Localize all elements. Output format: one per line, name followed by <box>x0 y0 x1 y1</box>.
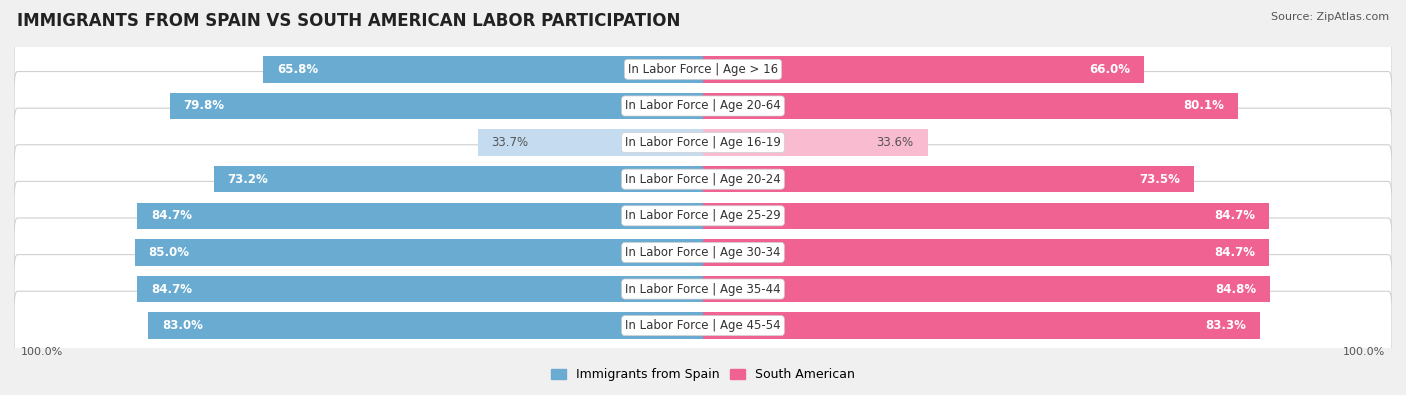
Bar <box>478 130 703 156</box>
Text: Source: ZipAtlas.com: Source: ZipAtlas.com <box>1271 12 1389 22</box>
Text: In Labor Force | Age 20-64: In Labor Force | Age 20-64 <box>626 100 780 113</box>
FancyBboxPatch shape <box>14 291 1392 360</box>
Text: 100.0%: 100.0% <box>21 346 63 357</box>
Bar <box>703 166 1194 192</box>
Text: IMMIGRANTS FROM SPAIN VS SOUTH AMERICAN LABOR PARTICIPATION: IMMIGRANTS FROM SPAIN VS SOUTH AMERICAN … <box>17 12 681 30</box>
Text: 33.7%: 33.7% <box>492 136 529 149</box>
Text: In Labor Force | Age 35-44: In Labor Force | Age 35-44 <box>626 282 780 295</box>
Bar <box>136 276 703 302</box>
Text: 66.0%: 66.0% <box>1090 63 1130 76</box>
Bar <box>703 203 1270 229</box>
Legend: Immigrants from Spain, South American: Immigrants from Spain, South American <box>547 363 859 386</box>
Bar <box>263 56 703 83</box>
FancyBboxPatch shape <box>14 71 1392 140</box>
Text: 100.0%: 100.0% <box>1343 346 1385 357</box>
FancyBboxPatch shape <box>14 108 1392 177</box>
Bar <box>703 312 1260 339</box>
FancyBboxPatch shape <box>14 218 1392 287</box>
Text: In Labor Force | Age 20-24: In Labor Force | Age 20-24 <box>626 173 780 186</box>
Bar <box>703 239 1270 265</box>
Text: 85.0%: 85.0% <box>149 246 190 259</box>
Text: 84.7%: 84.7% <box>1215 246 1256 259</box>
Text: 80.1%: 80.1% <box>1184 100 1225 113</box>
FancyBboxPatch shape <box>14 255 1392 324</box>
Bar <box>703 276 1270 302</box>
Bar <box>149 312 703 339</box>
Bar <box>703 56 1144 83</box>
Text: 84.7%: 84.7% <box>150 209 191 222</box>
Text: 73.2%: 73.2% <box>228 173 269 186</box>
Text: 79.8%: 79.8% <box>184 100 225 113</box>
Text: In Labor Force | Age 30-34: In Labor Force | Age 30-34 <box>626 246 780 259</box>
FancyBboxPatch shape <box>14 145 1392 214</box>
Text: 83.3%: 83.3% <box>1205 319 1246 332</box>
Text: In Labor Force | Age 45-54: In Labor Force | Age 45-54 <box>626 319 780 332</box>
Text: 65.8%: 65.8% <box>277 63 318 76</box>
Bar <box>703 130 928 156</box>
Bar <box>135 239 703 265</box>
Text: 84.8%: 84.8% <box>1215 282 1256 295</box>
Text: 83.0%: 83.0% <box>162 319 202 332</box>
Text: In Labor Force | Age > 16: In Labor Force | Age > 16 <box>628 63 778 76</box>
Text: 84.7%: 84.7% <box>1215 209 1256 222</box>
Bar <box>170 93 703 119</box>
FancyBboxPatch shape <box>14 35 1392 104</box>
FancyBboxPatch shape <box>14 181 1392 250</box>
Text: 73.5%: 73.5% <box>1139 173 1181 186</box>
Text: 84.7%: 84.7% <box>150 282 191 295</box>
Bar <box>703 93 1239 119</box>
Text: In Labor Force | Age 25-29: In Labor Force | Age 25-29 <box>626 209 780 222</box>
Text: 33.6%: 33.6% <box>876 136 914 149</box>
Bar <box>136 203 703 229</box>
Bar <box>214 166 703 192</box>
Text: In Labor Force | Age 16-19: In Labor Force | Age 16-19 <box>626 136 780 149</box>
